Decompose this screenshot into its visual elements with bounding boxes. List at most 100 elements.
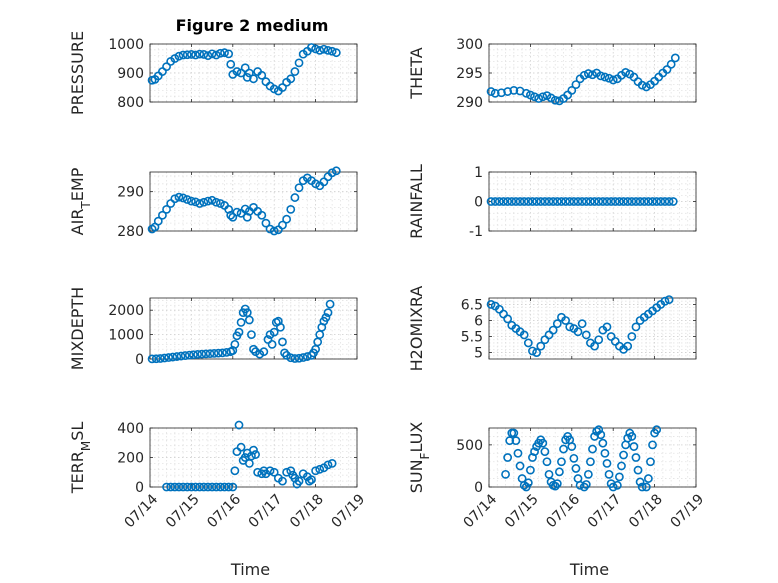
data-point <box>290 193 300 202</box>
data-point <box>249 344 258 354</box>
data-point <box>151 354 161 364</box>
major-grid <box>488 298 697 359</box>
data-point <box>191 197 200 207</box>
data-point <box>331 166 341 176</box>
data-point <box>590 341 599 351</box>
data-point <box>269 226 279 236</box>
data-point <box>257 70 267 80</box>
subplot-3: 280 290 AIRTEMP <box>68 166 358 240</box>
data-point <box>298 353 308 362</box>
data-point <box>507 197 517 206</box>
x-tick-label: 07/16 <box>543 491 583 531</box>
data-point <box>158 210 167 220</box>
data-point <box>670 53 680 63</box>
data-point <box>627 332 637 341</box>
subplot-6: 55.566.5 H2OMIXRA <box>407 286 697 371</box>
data-point <box>178 193 188 203</box>
data-point <box>499 197 508 206</box>
data-point <box>249 445 258 455</box>
data-point <box>174 51 184 61</box>
data-point <box>176 351 186 361</box>
data-point <box>203 196 213 206</box>
series-markers <box>486 197 678 206</box>
data-point <box>571 464 581 473</box>
x-tick-label: 07/19 <box>667 491 707 531</box>
y-tick-label: 900 <box>117 66 144 82</box>
data-point <box>191 482 200 492</box>
data-point <box>193 349 203 359</box>
data-point <box>511 197 521 206</box>
series-markers <box>162 420 337 492</box>
data-point <box>577 319 587 329</box>
y-axis-label: AIRTEMP <box>68 167 93 235</box>
y-tick-label: 800 <box>117 95 144 111</box>
series-markers <box>147 43 341 96</box>
y-axis-label: PRESSURE <box>68 31 87 115</box>
data-point <box>600 448 610 458</box>
data-point <box>526 465 535 475</box>
y-tick-label: 0 <box>474 480 483 496</box>
data-point <box>540 197 550 206</box>
data-point <box>586 197 595 206</box>
series-markers <box>147 299 335 364</box>
y-axis-label: TERRMSL <box>68 422 93 495</box>
data-point <box>186 196 196 206</box>
data-point <box>623 197 633 206</box>
data-point <box>602 322 612 332</box>
data-point <box>269 467 279 477</box>
data-point <box>604 73 614 83</box>
data-point <box>311 466 320 476</box>
data-point <box>186 482 196 492</box>
data-point <box>588 70 597 80</box>
y-tick-label: 400 <box>117 421 144 437</box>
data-point <box>608 482 618 492</box>
data-point <box>236 317 246 327</box>
data-point <box>323 308 333 318</box>
data-point <box>660 197 670 206</box>
subplot-5: 0 1000 2000 MIXDEPTH <box>68 287 358 370</box>
data-point <box>251 450 260 459</box>
data-point <box>598 197 608 206</box>
data-point <box>577 197 587 206</box>
data-point <box>174 482 184 492</box>
data-point <box>532 197 542 206</box>
y-tick-label: 6 <box>474 313 483 329</box>
y-tick-label: 1000 <box>108 37 144 53</box>
data-point <box>209 348 219 358</box>
data-point <box>569 453 579 463</box>
data-point <box>503 87 513 96</box>
data-point <box>236 442 246 452</box>
data-point <box>602 197 612 206</box>
data-point <box>197 349 207 359</box>
y-tick-label: 0 <box>135 480 144 496</box>
data-point <box>631 322 641 332</box>
data-point <box>631 453 641 462</box>
data-point <box>548 325 558 335</box>
data-point <box>523 338 533 348</box>
y-tick-label: 1 <box>474 165 483 181</box>
data-point <box>294 58 304 68</box>
data-point <box>307 350 316 360</box>
data-point <box>588 444 597 454</box>
data-point <box>515 461 525 471</box>
data-point <box>490 197 500 206</box>
data-point <box>612 480 622 490</box>
data-point <box>633 465 643 475</box>
data-point <box>615 472 624 482</box>
data-point <box>662 65 672 74</box>
data-point <box>278 220 287 230</box>
data-point <box>534 94 544 103</box>
y-tick-label: 295 <box>456 66 483 82</box>
subplot-2: 290 295 300 THETA <box>407 37 697 111</box>
x-tick-label: 07/17 <box>585 491 625 531</box>
data-point <box>282 214 292 224</box>
data-point <box>637 482 647 492</box>
data-point <box>302 352 312 361</box>
data-point <box>201 349 211 359</box>
data-point <box>623 341 633 351</box>
data-point <box>548 197 558 206</box>
data-point <box>172 352 182 361</box>
data-point <box>646 457 655 467</box>
data-point <box>486 197 496 206</box>
data-point <box>552 319 562 329</box>
